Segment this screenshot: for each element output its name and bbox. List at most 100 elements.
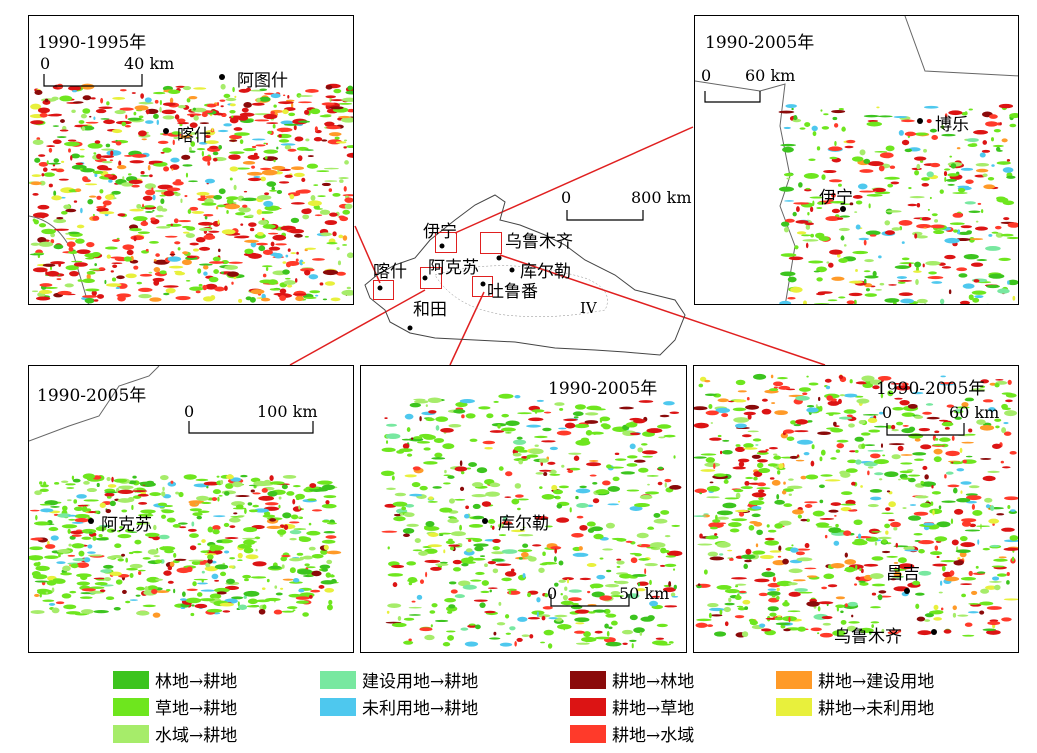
korla-city-korla: 库尔勒 [498, 514, 549, 534]
landcover-patch [891, 428, 899, 432]
landcover-patch [207, 554, 214, 560]
landcover-patch [484, 563, 488, 568]
landcover-patch [286, 491, 295, 496]
landcover-patch [430, 566, 442, 571]
landcover-patch [805, 242, 809, 249]
legend-item: 未利用地→耕地 [320, 694, 478, 719]
landcover-patch [310, 589, 321, 593]
landcover-patch [573, 455, 580, 461]
landcover-patch [244, 578, 249, 582]
landcover-patch [37, 107, 50, 114]
landcover-patch [756, 482, 767, 487]
landcover-patch [705, 410, 719, 416]
landcover-patch [925, 260, 941, 266]
landcover-patch [527, 592, 532, 598]
landcover-patch [39, 503, 51, 506]
aksu-scale-zero: 0 [184, 402, 195, 421]
landcover-patch [155, 590, 170, 593]
landcover-patch [918, 549, 925, 554]
landcover-patch [189, 114, 195, 118]
landcover-patch [923, 148, 927, 153]
landcover-patch [898, 220, 913, 226]
landcover-patch [606, 569, 612, 573]
landcover-patch [786, 436, 795, 441]
landcover-patch [839, 215, 851, 218]
landcover-patch [148, 271, 153, 274]
landcover-patch [560, 593, 563, 596]
landcover-patch [777, 470, 781, 475]
landcover-patch [860, 432, 871, 436]
landcover-patch [385, 440, 389, 444]
landcover-patch [214, 564, 229, 570]
landcover-patch [481, 501, 492, 507]
landcover-patch [443, 474, 451, 477]
landcover-patch [545, 525, 553, 528]
landcover-patch [872, 187, 886, 193]
landcover-patch [209, 145, 219, 150]
landcover-patch [291, 166, 305, 170]
landcover-patch [471, 482, 484, 488]
landcover-patch [71, 109, 76, 113]
landcover-patch [330, 579, 337, 584]
landcover-patch [175, 491, 180, 495]
landcover-patch [121, 182, 134, 187]
landcover-patch [884, 176, 900, 180]
landcover-patch [968, 294, 974, 301]
landcover-patch [514, 446, 525, 452]
landcover-patch [946, 404, 955, 408]
landcover-patch [871, 592, 877, 596]
landcover-patch [220, 479, 224, 485]
landcover-patch [31, 174, 42, 177]
landcover-patch [167, 481, 177, 487]
landcover-patch [88, 511, 97, 514]
box-yining [435, 232, 457, 253]
landcover-patch [466, 467, 472, 470]
landcover-patch [986, 284, 1000, 289]
landcover-patch [538, 458, 549, 463]
landcover-patch [504, 496, 512, 499]
bole-scale-end: 60 km [745, 66, 796, 85]
landcover-patch [201, 202, 217, 206]
landcover-patch [956, 498, 971, 503]
landcover-patch [810, 233, 814, 238]
landcover-patch [111, 190, 121, 195]
landcover-patch [251, 165, 256, 169]
landcover-patch [944, 113, 948, 118]
landcover-patch [159, 99, 162, 106]
landcover-patch [102, 200, 112, 206]
landcover-patch [223, 123, 232, 127]
landcover-patch [124, 528, 133, 533]
landcover-patch [137, 493, 149, 497]
legend-swatch [570, 697, 606, 716]
box-kashgar [373, 280, 394, 300]
landcover-patch [31, 290, 39, 293]
landcover-patch [419, 485, 428, 491]
landcover-patch [733, 489, 744, 493]
landcover-patch [915, 603, 920, 609]
landcover-patch [204, 283, 218, 290]
landcover-patch [153, 91, 166, 95]
landcover-patch [103, 119, 115, 125]
landcover-patch [65, 237, 78, 240]
landcover-patch [534, 444, 539, 447]
landcover-patch [959, 300, 970, 304]
landcover-patch [964, 201, 976, 205]
landcover-patch [992, 144, 1004, 148]
landcover-patch [504, 614, 510, 619]
landcover-patch [729, 558, 734, 561]
landcover-patch [696, 618, 712, 622]
landcover-patch [517, 549, 533, 553]
landcover-patch [484, 446, 493, 450]
landcover-patch [167, 565, 173, 571]
landcover-patch [831, 192, 836, 198]
landcover-patch [930, 224, 945, 229]
landcover-patch [272, 234, 287, 241]
landcover-patch [824, 479, 841, 482]
landcover-patch [1006, 158, 1011, 162]
landcover-patch [527, 616, 541, 620]
landcover-patch [887, 183, 894, 188]
landcover-patch [448, 423, 462, 428]
landcover-patch [129, 572, 134, 579]
landcover-patch [666, 550, 683, 557]
landcover-patch [80, 83, 95, 90]
